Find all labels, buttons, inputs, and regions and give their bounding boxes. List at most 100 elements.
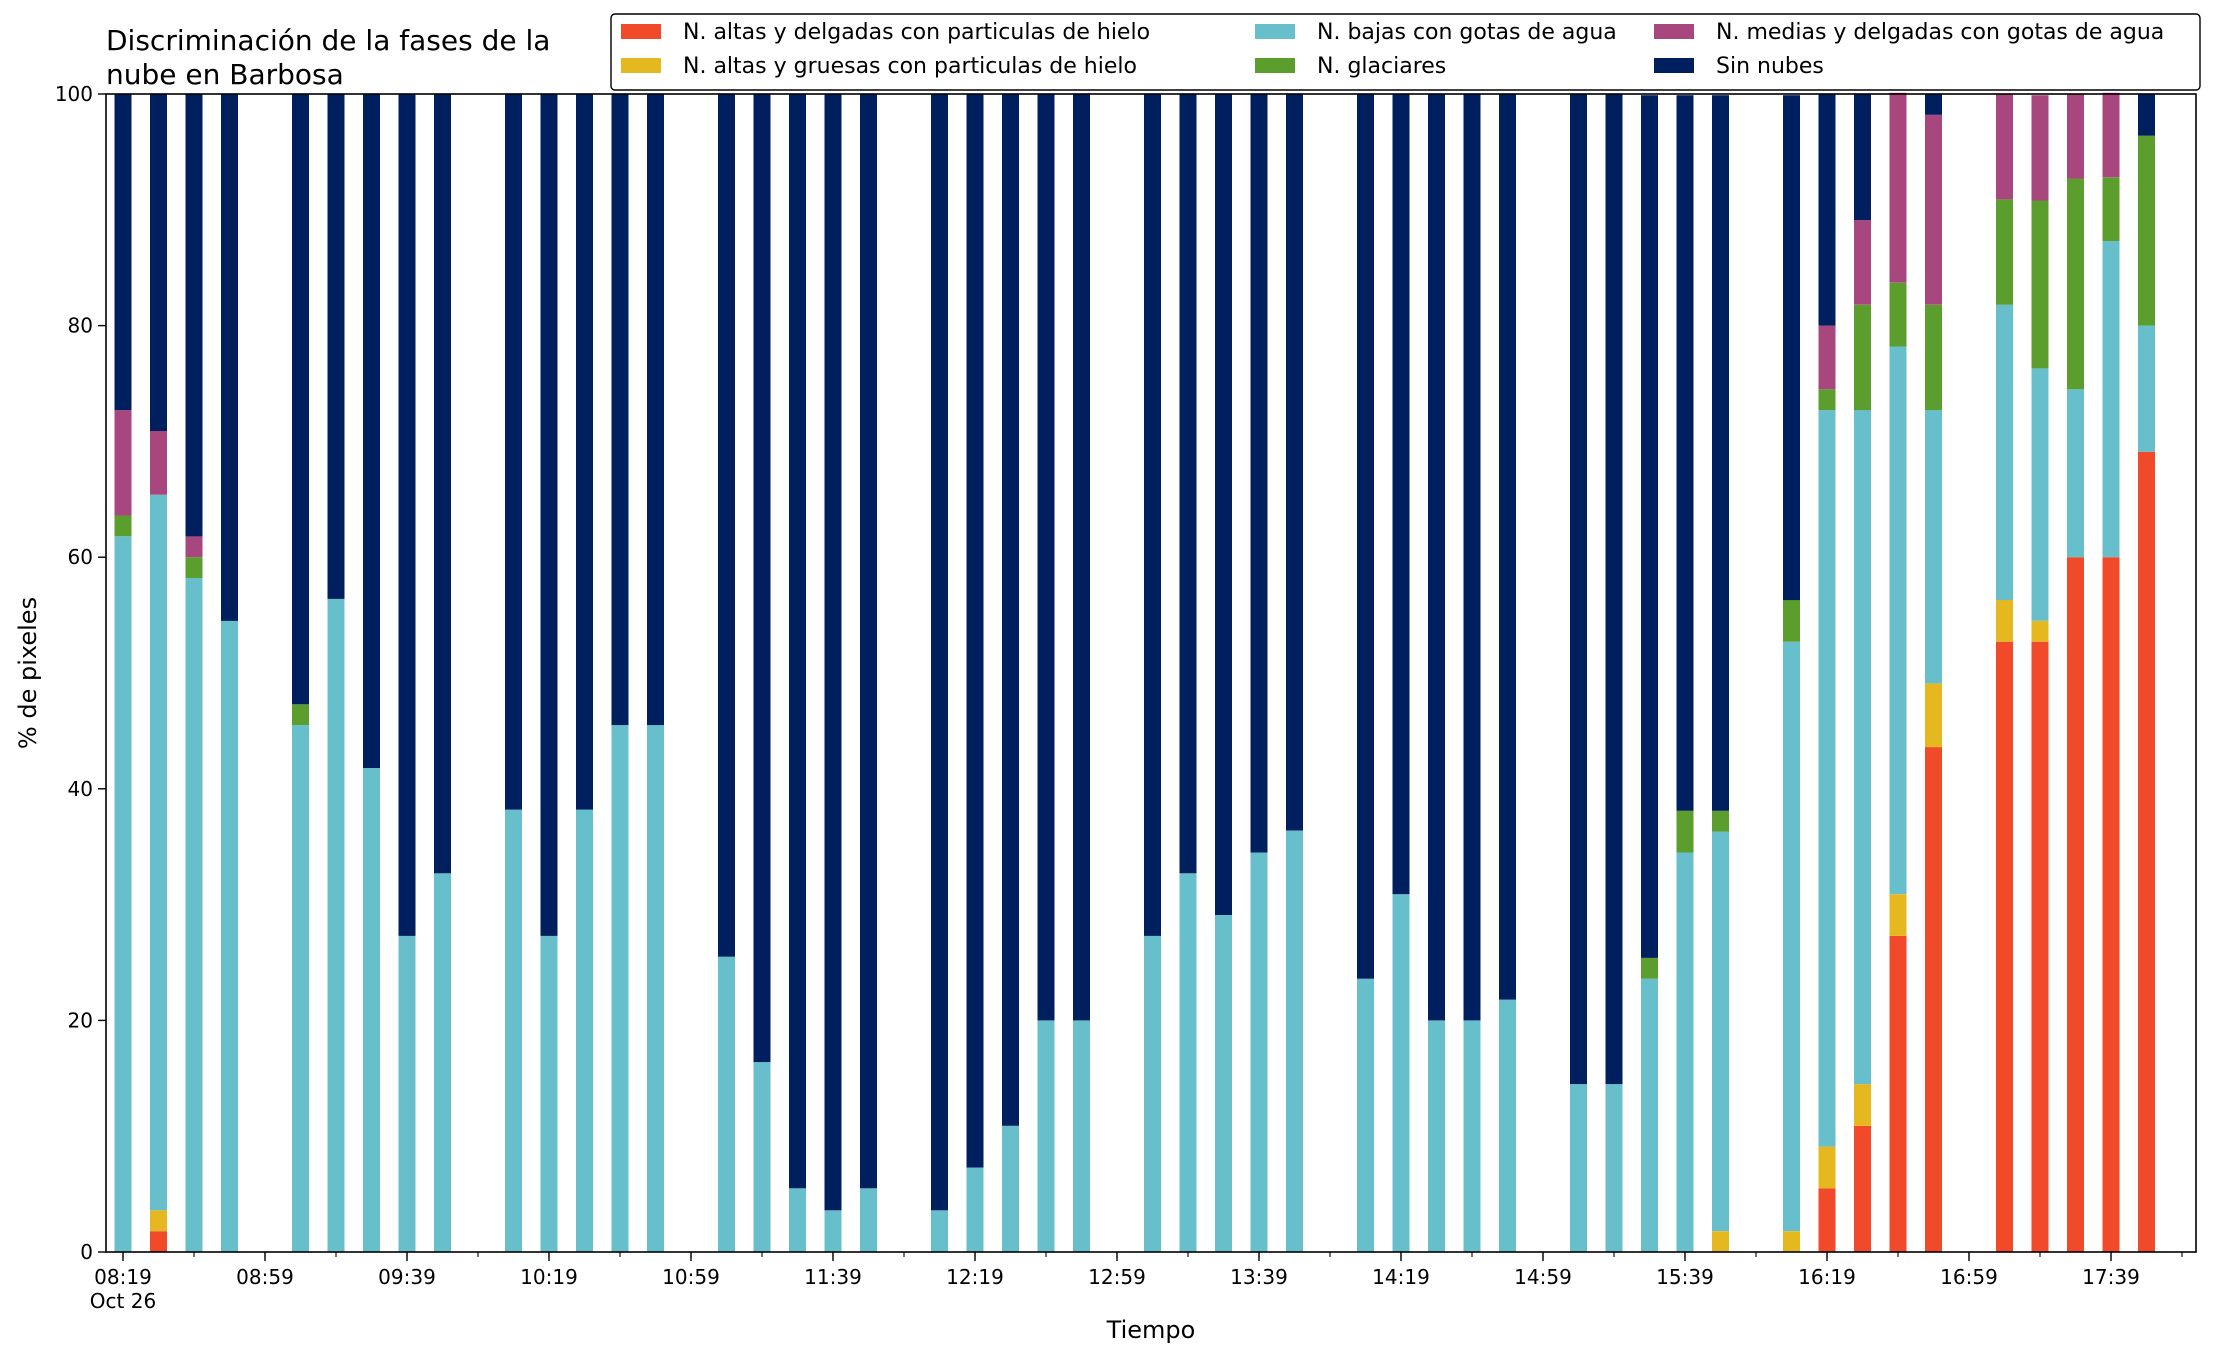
bar-segment-sin-nubes: [150, 94, 167, 431]
y-tick-label: 0: [80, 1240, 93, 1264]
bar-segment-bajas: [434, 873, 451, 1252]
bar-segment-sin-nubes: [1428, 94, 1445, 1021]
bar-segment-medias: [1889, 92, 1907, 283]
x-tick-label: 16:19: [1798, 1265, 1856, 1289]
bar-segment-bajas: [647, 725, 664, 1252]
x-tick-label: 14:19: [1372, 1265, 1430, 1289]
bar-stack: [753, 94, 771, 1252]
bar-stack: [1392, 94, 1410, 1252]
bar-stack: [150, 94, 167, 1252]
legend: N. altas y delgadas con particulas de hi…: [610, 13, 2201, 91]
bar-segment-glaciares: [1925, 304, 1942, 411]
bar-segment-bajas: [2138, 325, 2155, 452]
bar-segment-sin-nubes: [789, 94, 806, 1189]
bar-stack: [1854, 94, 1871, 1252]
bar-segment-sin-nubes: [1712, 95, 1729, 811]
bar-stack: [398, 94, 416, 1252]
bar-segment-sin-nubes: [860, 94, 877, 1189]
legend-label: Sin nubes: [1716, 54, 1824, 79]
bar-stack: [185, 94, 203, 1252]
bar-segment-bajas: [1818, 410, 1836, 1147]
bar-segment-altas-gruesas: [2031, 620, 2049, 642]
bar-segment-bajas: [1996, 304, 2013, 601]
bar-stack: [1605, 94, 1623, 1252]
bar-segment-bajas: [1889, 346, 1907, 895]
bar-segment-altas-gruesas: [1996, 600, 2013, 642]
bar-segment-sin-nubes: [1215, 94, 1232, 915]
bar-segment-bajas: [1002, 1125, 1019, 1252]
bar-segment-bajas: [2031, 368, 2049, 621]
bar-segment-glaciares: [1712, 810, 1729, 832]
bar-segment-glaciares: [114, 515, 132, 537]
bar-segment-sin-nubes: [1499, 94, 1516, 1000]
bar-segment-altas-gruesas: [1854, 1084, 1871, 1126]
bar-segment-medias: [1854, 220, 1871, 305]
bar-segment-bajas: [1570, 1084, 1587, 1252]
bar-segment-altas-delgadas: [2031, 641, 2049, 1252]
legend-swatch-glaciares: [1255, 58, 1295, 73]
plot-area-frame: [105, 93, 2197, 1253]
bar-segment-bajas: [860, 1188, 877, 1252]
bar-segment-medias: [114, 410, 132, 516]
bar-stack: [611, 94, 629, 1252]
bar-segment-sin-nubes: [718, 94, 735, 957]
bar-segment-sin-nubes: [824, 94, 842, 1211]
bar-segment-bajas: [1250, 852, 1268, 1252]
bar-segment-medias: [185, 536, 203, 558]
bar-segment-bajas: [789, 1188, 806, 1252]
bar-segment-sin-nubes: [1392, 94, 1410, 895]
y-tick-label: 80: [68, 314, 93, 338]
bar-segment-bajas: [221, 620, 238, 1252]
legend-label: N. altas y gruesas con particulas de hie…: [683, 54, 1137, 79]
bar-stack: [434, 94, 451, 1252]
bar-segment-sin-nubes: [185, 94, 203, 537]
bar-segment-altas-delgadas: [1996, 641, 2013, 1252]
bar-stack: [1712, 95, 1729, 1252]
legend-swatch-bajas: [1255, 24, 1295, 39]
bar-stack: [540, 94, 558, 1252]
bar-segment-bajas: [1676, 852, 1694, 1252]
chart-title-line-1: Discriminación de la fases de la: [106, 24, 550, 57]
bar-stack: [718, 94, 735, 1252]
bar-stack: [1002, 94, 1019, 1252]
bar-segment-sin-nubes: [2138, 94, 2155, 136]
bar-stack: [789, 94, 806, 1252]
bar-segment-sin-nubes: [1854, 94, 1871, 221]
bar-segment-sin-nubes: [434, 94, 451, 874]
bar-segment-altas-delgadas: [1818, 1188, 1836, 1252]
bar-stack: [1676, 95, 1694, 1252]
bar-stack: [1286, 94, 1303, 1252]
bar-segment-glaciares: [2102, 177, 2120, 242]
bar-segment-bajas: [966, 1167, 984, 1252]
bar-segment-altas-gruesas: [1925, 683, 1942, 748]
bar-stack: [647, 94, 664, 1252]
bar-segment-sin-nubes: [292, 94, 309, 705]
bar-segment-bajas: [1392, 894, 1410, 1252]
bar-segment-altas-delgadas: [2138, 451, 2155, 1252]
y-tick-label: 40: [68, 777, 93, 801]
legend-label: N. medias y delgadas con gotas de agua: [1716, 20, 2164, 45]
bar-segment-bajas: [1605, 1084, 1623, 1252]
bar-segment-glaciares: [185, 557, 203, 578]
bar-stack: [1428, 94, 1445, 1252]
legend-swatch-medias: [1654, 24, 1694, 39]
legend-box: [610, 13, 2201, 91]
bar-segment-bajas: [1783, 641, 1800, 1232]
y-tick-label: 60: [68, 545, 93, 569]
y-axis-label: % de pixeles: [14, 597, 42, 749]
bar-segment-medias: [2067, 94, 2084, 179]
bar-segment-sin-nubes: [363, 94, 380, 768]
bar-segment-medias: [2102, 92, 2120, 178]
x-tick-label: 12:19: [946, 1265, 1004, 1289]
bar-segment-sin-nubes: [1144, 94, 1161, 936]
bar-segment-sin-nubes: [1463, 94, 1481, 1021]
chart-title-line-2: nube en Barbosa: [106, 58, 344, 91]
legend-swatch-sin-nubes: [1654, 58, 1694, 73]
legend-label: N. glaciares: [1317, 54, 1446, 79]
x-tick-label: 11:39: [804, 1265, 862, 1289]
bar-segment-altas-gruesas: [1712, 1231, 1729, 1252]
bar-segment-altas-delgadas: [1925, 747, 1942, 1252]
bar-segment-bajas: [505, 809, 522, 1252]
bar-segment-bajas: [718, 956, 735, 1252]
